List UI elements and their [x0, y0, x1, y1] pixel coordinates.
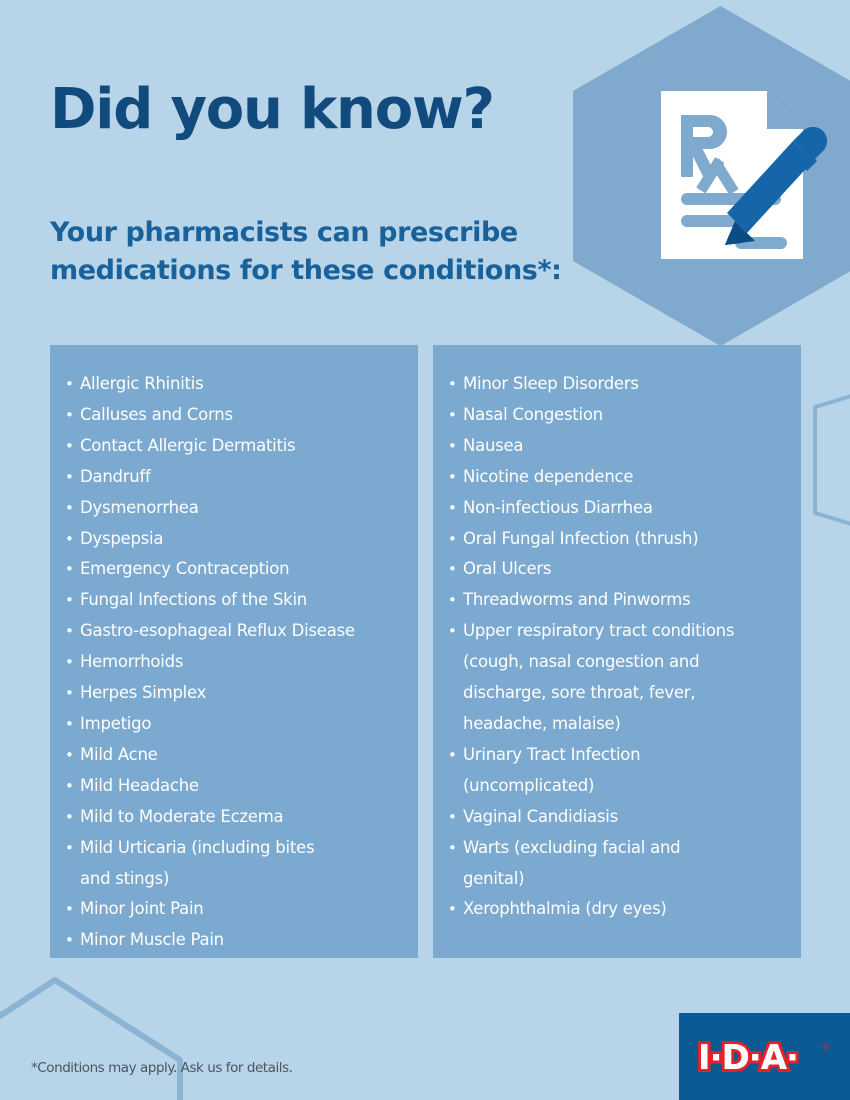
list-item: Dyspepsia: [65, 524, 408, 555]
list-item: Mild Headache: [65, 771, 408, 802]
list-item: Oral Fungal Infection (thrush): [448, 524, 791, 555]
list-item: Urinary Tract Infection (uncomplicated): [448, 740, 791, 802]
list-item: Mild to Moderate Eczema: [65, 802, 408, 833]
ida-logo-text-fill: I·D·A·: [698, 1038, 798, 1078]
list-item: Xerophthalmia (dry eyes): [448, 894, 791, 925]
conditions-list-right: Minor Sleep Disorders Nasal Congestion N…: [433, 345, 801, 925]
list-item: Allergic Rhinitis: [65, 369, 408, 400]
list-item: Mild Acne: [65, 740, 408, 771]
hexagon-outline-bottom-left: [0, 977, 183, 1100]
page-subtitle: Your pharmacists can prescribe medicatio…: [50, 217, 562, 287]
ida-logo-text-outline: I·D·A·: [698, 1038, 798, 1078]
list-item: Hemorrhoids: [65, 647, 408, 678]
hexagon-outline-right: [813, 394, 850, 526]
conditions-list-left: Allergic Rhinitis Calluses and Corns Con…: [50, 345, 418, 956]
registered-trademark-icon: ®: [822, 1043, 830, 1052]
list-item: Minor Sleep Disorders: [448, 369, 791, 400]
list-item: Minor Joint Pain: [65, 894, 408, 925]
list-item: Contact Allergic Dermatitis: [65, 431, 408, 462]
conditions-panel-left: Allergic Rhinitis Calluses and Corns Con…: [50, 345, 418, 958]
list-item: Minor Muscle Pain: [65, 925, 408, 956]
list-item: Threadworms and Pinworms: [448, 585, 791, 616]
list-item: Nausea: [448, 431, 791, 462]
list-item: Nicotine dependence: [448, 462, 791, 493]
list-item: Gastro-esophageal Reflux Disease: [65, 616, 408, 647]
ida-logo-box: I·D·A· I·D·A· ®: [679, 1013, 850, 1100]
list-item: Non-infectious Diarrhea: [448, 493, 791, 524]
list-item: Dandruff: [65, 462, 408, 493]
list-item: Fungal Infections of the Skin: [65, 585, 408, 616]
list-item: Mild Urticaria (including bites and stin…: [65, 833, 408, 895]
list-item: Upper respiratory tract conditions (coug…: [448, 616, 791, 740]
list-item: Calluses and Corns: [65, 400, 408, 431]
list-item: Herpes Simplex: [65, 678, 408, 709]
ida-logo-mark: I·D·A· I·D·A· ®: [695, 1036, 830, 1078]
prescription-document-pencil-icon: [661, 91, 828, 259]
list-item: Impetigo: [65, 709, 408, 740]
list-item: Oral Ulcers: [448, 554, 791, 585]
list-item: Vaginal Candidiasis: [448, 802, 791, 833]
list-item: Emergency Contraception: [65, 554, 408, 585]
footnote-text: *Conditions may apply. Ask us for detail…: [31, 1060, 293, 1076]
list-item: Dysmenorrhea: [65, 493, 408, 524]
page-title: Did you know?: [50, 77, 495, 142]
list-item: Nasal Congestion: [448, 400, 791, 431]
conditions-panel-right: Minor Sleep Disorders Nasal Congestion N…: [433, 345, 801, 958]
list-item: Warts (excluding facial and genital): [448, 833, 791, 895]
